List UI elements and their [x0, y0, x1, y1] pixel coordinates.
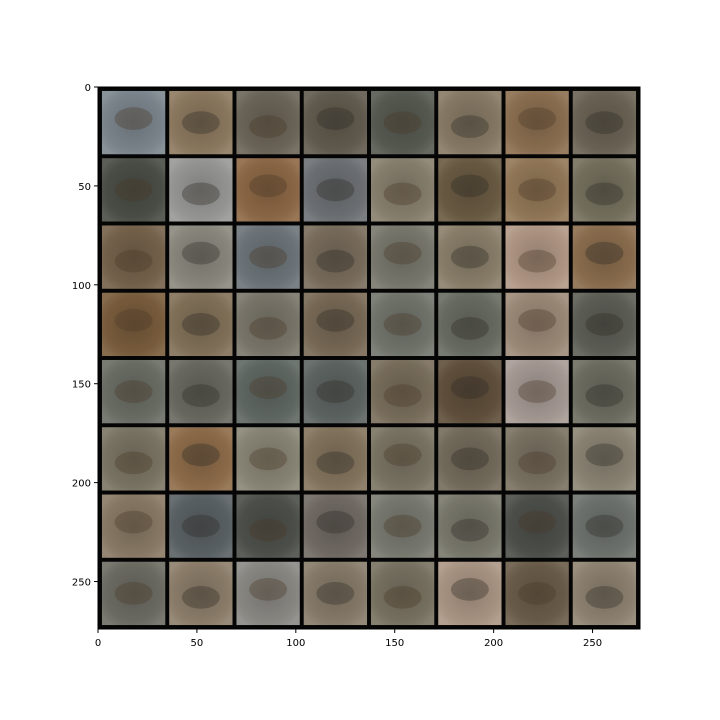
y-axis-ticks: 0 50 100 150 200 250 — [72, 83, 98, 589]
image-tile — [370, 427, 435, 491]
image-tile — [572, 561, 637, 626]
image-tile — [572, 494, 637, 558]
x-tick-label: 200 — [484, 638, 503, 649]
x-tick-label: 250 — [583, 638, 602, 649]
image-tile — [169, 292, 233, 357]
y-tick-label: 100 — [72, 281, 91, 292]
image-tile — [101, 359, 166, 424]
image-tile — [438, 427, 502, 491]
image-tile — [236, 225, 300, 289]
image-tile — [101, 90, 166, 155]
image-tile — [505, 225, 569, 289]
y-tick-label: 250 — [72, 578, 91, 589]
image-tile — [236, 427, 300, 491]
image-tile — [505, 427, 569, 491]
image-tile — [505, 158, 569, 222]
image-tile — [370, 561, 435, 626]
image-tile — [169, 427, 233, 491]
image-tile — [438, 225, 502, 289]
image-tile — [438, 292, 502, 357]
image-tile — [303, 225, 368, 289]
image-tile — [572, 427, 637, 491]
image-tile — [236, 158, 300, 222]
image-tile — [236, 494, 300, 558]
image-tile — [438, 158, 502, 222]
y-tick-label: 150 — [72, 380, 91, 391]
y-tick-label: 50 — [78, 182, 91, 193]
image-tile — [505, 359, 569, 424]
image-tile — [236, 359, 300, 424]
image-tile — [303, 292, 368, 357]
image-tile — [505, 561, 569, 626]
image-tile — [169, 90, 233, 155]
image-tile — [572, 359, 637, 424]
image-tile — [101, 561, 166, 626]
image-tile — [236, 561, 300, 626]
generated-image-grid — [98, 87, 640, 629]
image-tile — [572, 90, 637, 155]
image-tile — [169, 158, 233, 222]
image-tile — [101, 292, 166, 357]
image-tile — [505, 494, 569, 558]
image-tile — [101, 158, 166, 222]
image-tile — [370, 90, 435, 155]
image-tile — [303, 90, 368, 155]
image-tile — [236, 292, 300, 357]
image-tile — [303, 427, 368, 491]
image-tile — [101, 225, 166, 289]
image-tile — [169, 561, 233, 626]
x-tick-label: 50 — [191, 638, 204, 649]
image-tile — [303, 494, 368, 558]
x-axis-ticks: 0 50 100 150 200 250 — [95, 629, 602, 649]
image-tile — [101, 494, 166, 558]
image-tile — [169, 359, 233, 424]
axes: 0 50 100 150 200 250 0 50 100 150 200 250 — [72, 83, 641, 649]
image-tile — [438, 359, 502, 424]
image-tile — [438, 561, 502, 626]
x-tick-label: 100 — [286, 638, 305, 649]
image-tile — [169, 225, 233, 289]
y-tick-label: 200 — [72, 479, 91, 490]
image-tile — [370, 359, 435, 424]
x-tick-label: 0 — [95, 638, 101, 649]
image-tile — [370, 158, 435, 222]
x-tick-label: 150 — [385, 638, 404, 649]
image-tile — [101, 427, 166, 491]
image-tile — [303, 561, 368, 626]
image-tile — [370, 225, 435, 289]
image-tile — [572, 292, 637, 357]
image-tile — [438, 494, 502, 558]
image-tile — [438, 90, 502, 155]
image-tile — [505, 292, 569, 357]
image-tile — [572, 225, 637, 289]
axes-frame — [97, 86, 641, 630]
image-tile — [505, 90, 569, 155]
image-tile — [169, 494, 233, 558]
image-tile — [370, 292, 435, 357]
image-tile — [303, 359, 368, 424]
y-tick-label: 0 — [85, 83, 91, 94]
image-tile — [572, 158, 637, 222]
image-tile — [303, 158, 368, 222]
image-tile — [370, 494, 435, 558]
image-tile — [236, 90, 300, 155]
